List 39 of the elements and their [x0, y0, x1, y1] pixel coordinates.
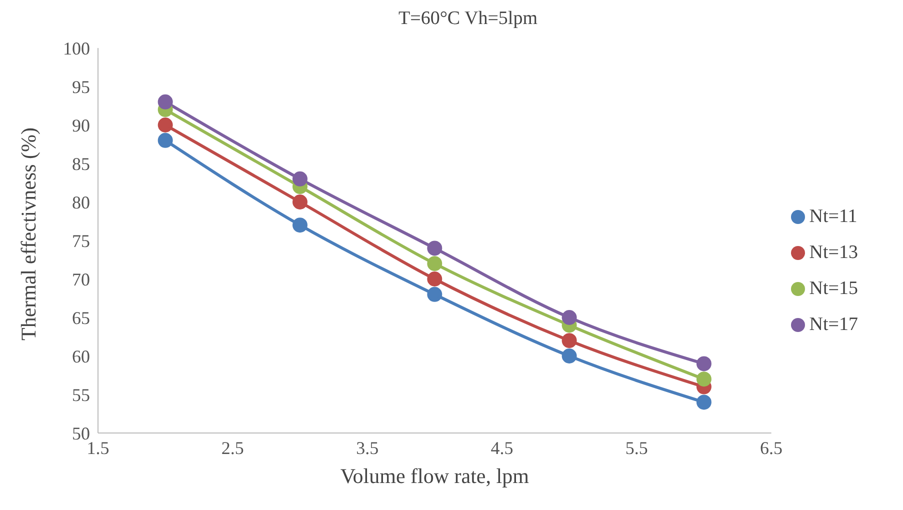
legend-label: Nt=17: [809, 314, 858, 334]
x-tick-label: 4.5: [490, 438, 514, 458]
point: [292, 218, 308, 233]
x-tick-label: 2.5: [221, 438, 244, 458]
y-tick-label: 65: [72, 308, 90, 328]
y-tick-label: 60: [72, 346, 90, 366]
point: [427, 286, 442, 302]
y-tick-label: 90: [72, 115, 90, 136]
point: [562, 333, 577, 348]
y-axis-title: Thermal effectivness (%): [16, 127, 40, 340]
point: [696, 356, 712, 372]
x-tick-label: 3.5: [356, 438, 379, 458]
point: [427, 256, 442, 272]
y-tick-label: 50: [72, 423, 90, 444]
legend-label: Nt=13: [809, 242, 858, 262]
point: [562, 310, 577, 325]
y-tick-label: 70: [72, 269, 90, 290]
point: [427, 272, 442, 286]
point: [696, 394, 712, 410]
x-tick-label: 6.5: [760, 438, 783, 458]
y-tick-label: 80: [72, 192, 90, 212]
point: [158, 132, 173, 148]
point: [158, 118, 173, 132]
point: [292, 171, 308, 186]
legend-label: Nt=11: [809, 206, 858, 226]
point: [158, 94, 173, 110]
y-tick-label: 55: [72, 384, 90, 405]
y-tick-label: 85: [72, 154, 90, 174]
point: [562, 348, 577, 364]
y-tick-label: 95: [72, 76, 90, 97]
point: [427, 240, 442, 256]
x-axis-title: Volume flow rate, lpm: [340, 464, 529, 488]
chart-title: T=60°C Vh=5lpm: [398, 8, 538, 31]
legend-label: Nt=15: [809, 278, 858, 298]
point: [292, 194, 308, 210]
x-tick-label: 5.5: [625, 438, 648, 458]
point: [696, 372, 712, 387]
y-tick-label: 75: [72, 230, 90, 251]
y-tick-label: 100: [63, 38, 90, 58]
